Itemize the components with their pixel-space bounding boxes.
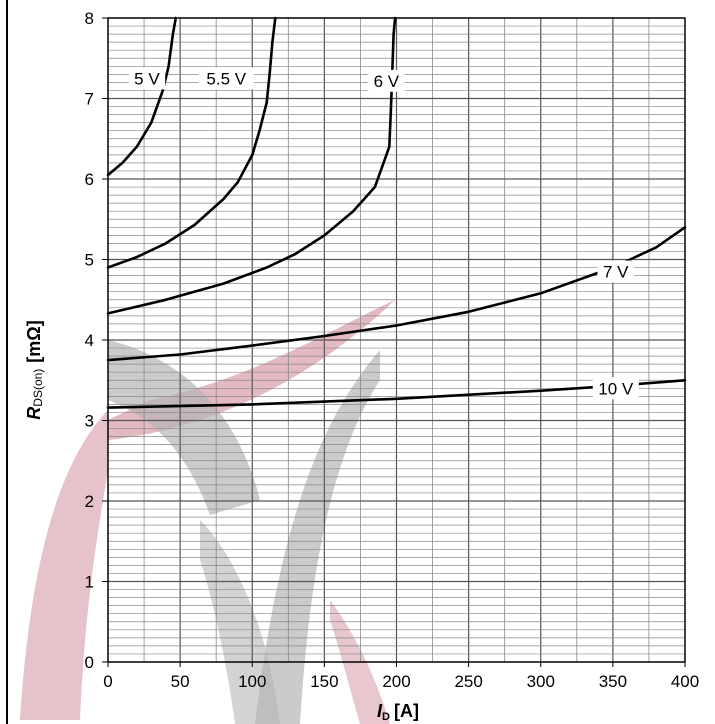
x-tick-label: 100 xyxy=(238,672,266,691)
x-tick-label: 400 xyxy=(671,672,699,691)
x-tick-label: 350 xyxy=(599,672,627,691)
x-tick-label: 250 xyxy=(454,672,482,691)
curve-label: 5.5 V xyxy=(206,69,246,88)
y-tick-label: 3 xyxy=(85,412,94,431)
x-tick-label: 0 xyxy=(103,672,112,691)
y-tick-label: 2 xyxy=(85,492,94,511)
series-line xyxy=(106,226,687,362)
series-line xyxy=(106,16,178,177)
watermark-red-arc xyxy=(20,410,108,720)
curve-label-bg xyxy=(597,260,635,283)
tick-labels: 0 50 100 150 200 250 300 350 400 0 1 2 3 4 5 6 7 8 xyxy=(85,9,700,691)
x-axis-label: ID [A] xyxy=(377,701,419,723)
series-line xyxy=(106,16,277,269)
y-tick-label: 5 xyxy=(85,251,94,270)
x-tick-label: 300 xyxy=(527,672,555,691)
x-tick-label: 50 xyxy=(171,672,190,691)
curve-label-bg xyxy=(198,67,255,90)
watermark xyxy=(20,300,395,724)
x-tick-label: 150 xyxy=(310,672,338,691)
series-line xyxy=(106,16,397,315)
y-tick-label: 8 xyxy=(85,9,94,28)
y-axis-label: RDS(on)[mΩ] xyxy=(24,320,45,419)
curve-label: 6 V xyxy=(374,72,400,91)
curve-label: 7 V xyxy=(603,263,629,282)
curve-label: 5 V xyxy=(134,69,160,88)
y-tick-label: 0 xyxy=(85,653,94,672)
curve-label-bg xyxy=(368,69,405,92)
curve-label: 10 V xyxy=(598,379,634,398)
curve-label-bg xyxy=(592,377,639,400)
curve-label-bg xyxy=(128,67,166,90)
y-tick-label: 4 xyxy=(85,331,94,350)
y-tick-label: 7 xyxy=(85,90,94,109)
y-tick-label: 1 xyxy=(85,573,94,592)
y-tick-label: 6 xyxy=(85,170,94,189)
curve-labels: 5 V 5.5 V 6 V 7 V 10 V xyxy=(128,67,639,400)
watermark-gray-arc xyxy=(108,340,260,515)
grid xyxy=(107,17,686,663)
watermark-gray-blade xyxy=(255,350,380,724)
x-tick-label: 200 xyxy=(382,672,410,691)
